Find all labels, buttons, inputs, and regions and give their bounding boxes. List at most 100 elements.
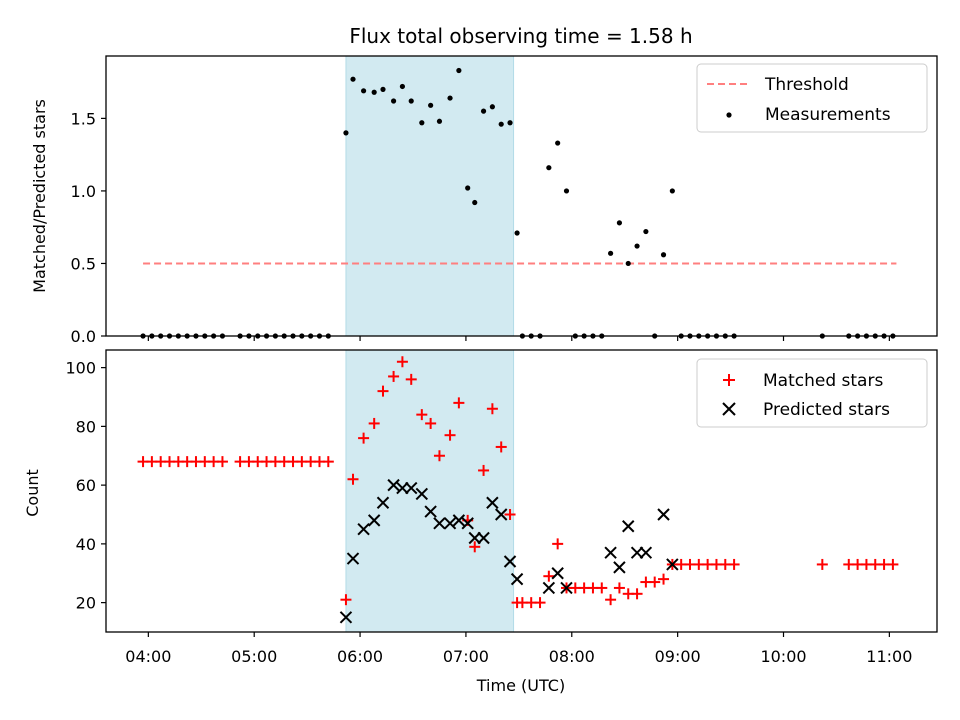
predicted-star-point xyxy=(461,517,474,530)
measurement-point xyxy=(498,121,504,127)
chart-title: Flux total observing time = 1.58 h xyxy=(349,24,692,48)
x-tick-label: 06:00 xyxy=(337,647,383,666)
x-tick-label: 07:00 xyxy=(443,647,489,666)
x-tick-label: 11:00 xyxy=(866,647,912,666)
measurement-point xyxy=(350,76,356,82)
measurement-point xyxy=(436,118,443,124)
predicted-star-point xyxy=(396,481,409,495)
top-y-tick-label: 1.0 xyxy=(71,182,96,201)
measurement-point xyxy=(607,250,614,256)
matched-star-point xyxy=(534,597,546,609)
matched-star-point xyxy=(613,582,625,594)
x-tick-label: 05:00 xyxy=(231,647,277,666)
top-y-axis-label: Matched/Predicted stars xyxy=(30,99,49,293)
predicted-star-point xyxy=(639,546,653,559)
matched-star-point xyxy=(433,450,445,462)
bottom-y-tick-label: 80 xyxy=(76,417,96,436)
bottom-y-tick-label: 60 xyxy=(76,476,96,495)
measurement-point xyxy=(371,89,377,95)
predicted-star-point xyxy=(486,496,499,509)
matched-star-point xyxy=(486,403,498,415)
matched-star-point xyxy=(649,576,661,588)
matched-star-point xyxy=(425,417,437,429)
top-panel: 0.0 0.5 1.0 1.5 Matched/Predicted stars Thr… xyxy=(30,55,938,346)
matched-star-point xyxy=(631,588,643,600)
measurement-point xyxy=(408,98,414,104)
measurement-point xyxy=(399,83,406,90)
matched-star-point xyxy=(388,370,400,382)
top-y-tick-label: 1.5 xyxy=(71,109,96,128)
matched-star-point xyxy=(444,429,456,441)
bottom-legend-box xyxy=(696,358,928,428)
matched-star-point xyxy=(347,473,359,485)
measurement-point xyxy=(390,98,397,104)
legend-predicted-label: Predicted stars xyxy=(763,400,890,420)
matched-star-point xyxy=(887,558,899,570)
predicted-star-point xyxy=(613,561,626,574)
legend-measurements-label: Measurements xyxy=(765,105,891,125)
predicted-star-point xyxy=(357,522,370,536)
legend-threshold-label: Threshold xyxy=(764,75,849,95)
x-tick-label: 10:00 xyxy=(760,647,806,666)
top-plot-frame xyxy=(105,55,938,337)
top-legend-box xyxy=(696,63,928,133)
bottom-plot-frame xyxy=(105,349,938,633)
bottom-shaded-interval xyxy=(345,349,515,633)
measurement-point xyxy=(634,243,640,249)
predicted-star-point xyxy=(346,552,360,565)
measurement-point xyxy=(546,165,552,171)
measurement-point xyxy=(465,185,471,191)
matched-star-point xyxy=(552,538,564,550)
predicted-star-point xyxy=(443,517,457,530)
x-tick-label: 04:00 xyxy=(125,647,171,666)
measurement-point xyxy=(643,228,649,235)
predicted-star-point xyxy=(468,531,481,545)
matched-star-point xyxy=(453,397,465,409)
matched-star-point xyxy=(322,456,334,468)
predicted-star-point xyxy=(666,558,679,571)
measurement-point xyxy=(563,188,570,194)
predicted-star-point xyxy=(495,508,508,521)
predicted-star-point xyxy=(503,555,517,568)
predicted-star-point xyxy=(367,514,381,527)
predicted-star-point xyxy=(405,481,418,495)
measurement-point xyxy=(419,120,425,126)
matched-star-point xyxy=(377,385,389,397)
predicted-star-point xyxy=(510,572,524,586)
matched-star-point xyxy=(504,509,516,520)
predicted-star-point xyxy=(657,508,670,521)
bottom-legend: Matched stars Predicted stars xyxy=(696,358,928,428)
matched-star-point xyxy=(358,432,370,444)
measurement-point xyxy=(489,104,495,110)
x-tick-label: 09:00 xyxy=(655,647,701,666)
x-axis-label: Time (UTC) xyxy=(476,676,565,695)
predicted-star-point xyxy=(339,611,353,624)
measurement-point xyxy=(428,102,434,108)
matched-star-point xyxy=(495,441,507,453)
top-legend: Threshold Measurements xyxy=(696,63,928,133)
predicted-star-point xyxy=(622,520,635,533)
bottom-y-tick-label: 20 xyxy=(76,594,96,613)
x-tick-label: 08:00 xyxy=(549,647,595,666)
top-y-tick-label: 0.5 xyxy=(71,254,96,273)
predicted-star-point xyxy=(542,581,556,595)
predicted-star-point xyxy=(560,581,573,595)
measurement-point xyxy=(480,108,487,114)
matched-star-point xyxy=(368,417,380,429)
measurement-point xyxy=(660,252,667,258)
legend-measurements-swatch xyxy=(726,112,732,118)
matched-star-point xyxy=(658,573,670,585)
legend-matched-swatch xyxy=(723,374,735,386)
predicted-star-point xyxy=(433,517,446,530)
predicted-star-point xyxy=(376,496,390,509)
measurement-point xyxy=(669,188,675,194)
matched-star-point xyxy=(478,464,490,476)
predicted-star-point xyxy=(387,478,400,492)
matched-star-point xyxy=(543,570,555,582)
legend-predicted-swatch xyxy=(722,402,736,416)
measurement-point xyxy=(625,260,631,267)
matched-star-point xyxy=(340,594,352,606)
matched-star-point xyxy=(605,594,617,606)
measurement-point xyxy=(360,88,367,94)
